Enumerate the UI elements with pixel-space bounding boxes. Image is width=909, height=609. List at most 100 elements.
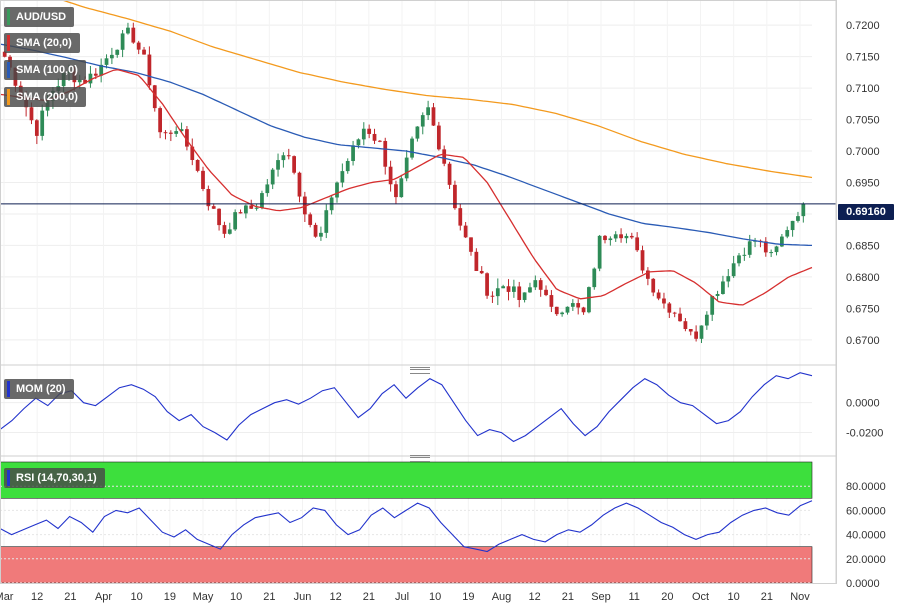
candle-body [742, 254, 747, 256]
sma100-line [0, 43, 813, 247]
candle-body [136, 42, 141, 50]
candle-body [367, 128, 372, 134]
candle-body [319, 232, 323, 237]
candle-body [790, 220, 795, 231]
candle-body [485, 273, 489, 296]
rsi-label[interactable]: RSI (14,70,30,1) [4, 468, 105, 488]
y-tick-label: 0.0000 [846, 398, 880, 410]
candle-body [313, 224, 318, 237]
candle-body [190, 146, 195, 160]
candle-body [2, 51, 7, 57]
sma200-label[interactable]: SMA (200,0) [4, 87, 86, 107]
candle-body [763, 241, 768, 253]
candle-body [678, 313, 682, 322]
last-price-badge: 0.69160 [838, 204, 894, 220]
sma100-color-marker [7, 62, 10, 78]
candle-body [587, 287, 591, 313]
candle-body [142, 49, 146, 55]
rsi-panel[interactable] [0, 461, 813, 584]
x-tick-label: Jun [294, 591, 312, 603]
candle-body [217, 208, 221, 226]
candle-body [420, 115, 425, 127]
rsi-oversold-zone [0, 546, 813, 584]
candle-body [603, 235, 607, 241]
candle-body [126, 27, 130, 34]
candle-body [613, 234, 618, 239]
y-tick-label: 0.7050 [846, 115, 880, 127]
y-tick-label: 0.6800 [846, 272, 880, 284]
candle-body [345, 160, 350, 172]
candle-body [40, 110, 45, 136]
x-tick-label: 12 [31, 591, 43, 603]
y-tick-label: 0.7200 [846, 20, 880, 32]
candle-body [351, 145, 355, 161]
candle-body [715, 293, 720, 296]
candle-body [560, 312, 564, 315]
candle-body [115, 49, 120, 55]
panel-resize-handle[interactable] [410, 367, 430, 374]
candle-body [211, 206, 216, 209]
momentum-panel[interactable] [0, 372, 813, 443]
x-tick-label: 10 [728, 591, 740, 603]
candle-body [152, 85, 157, 109]
y-tick-label: 0.6950 [846, 178, 880, 190]
x-tick-label: 12 [529, 591, 541, 603]
x-tick-label: 11 [628, 591, 639, 603]
sma20-color-marker [7, 35, 10, 51]
x-tick-label: 12 [330, 591, 342, 603]
candle-body [195, 159, 200, 171]
y-tick-label: 0.0000 [846, 578, 880, 590]
candle-body [431, 107, 436, 126]
candle-body [233, 212, 238, 230]
symbol-label: AUD/USD [4, 7, 75, 27]
sma100-text: SMA (100,0) [16, 64, 78, 76]
candle-body [699, 325, 704, 339]
y-tick-label: 0.7100 [846, 83, 880, 95]
candle-body [769, 252, 774, 254]
symbol-color-marker [7, 9, 10, 25]
candle-body [528, 287, 532, 293]
candle-body [227, 229, 232, 234]
candle-body [549, 295, 554, 307]
candle-body [244, 205, 248, 214]
candle-body [442, 149, 447, 164]
candle-body [667, 303, 672, 313]
panel-resize-handle[interactable] [410, 455, 430, 462]
candle-body [538, 280, 543, 290]
candle-body [174, 131, 179, 134]
candle-body [570, 303, 575, 307]
candle-body [335, 182, 339, 198]
candle-body [490, 295, 495, 297]
x-tick-label: Jul [395, 591, 409, 603]
x-tick-label: 19 [462, 591, 474, 603]
x-tick-label: 20 [661, 591, 673, 603]
candle-body [662, 298, 666, 304]
sma20-text: SMA (20,0) [16, 37, 72, 49]
candle-body [592, 268, 597, 288]
candle-body [302, 196, 307, 215]
sma100-label[interactable]: SMA (100,0) [4, 60, 86, 80]
mom-label[interactable]: MOM (20) [4, 379, 74, 399]
candle-body [270, 169, 275, 185]
candle-body [704, 314, 709, 326]
candle-body [474, 251, 479, 271]
candle-body [576, 303, 581, 308]
x-tick-label: 10 [131, 591, 143, 603]
candle-body [780, 236, 784, 247]
candle-body [597, 235, 602, 269]
candle-body [517, 286, 522, 300]
sma20-label[interactable]: SMA (20,0) [4, 33, 80, 53]
y-tick-label: 80.0000 [846, 481, 886, 493]
candle-body [110, 54, 114, 59]
candle-body [506, 286, 511, 292]
candle-body [83, 79, 87, 84]
candle-body [447, 163, 452, 185]
x-tick-label: Oct [692, 591, 709, 603]
y-tick-label: 0.6700 [846, 335, 880, 347]
y-tick-label: 0.7000 [846, 146, 880, 158]
candle-body [131, 27, 136, 43]
candle-body [356, 139, 361, 146]
candle-body [581, 307, 586, 313]
y-tick-label: 40.0000 [846, 530, 886, 542]
